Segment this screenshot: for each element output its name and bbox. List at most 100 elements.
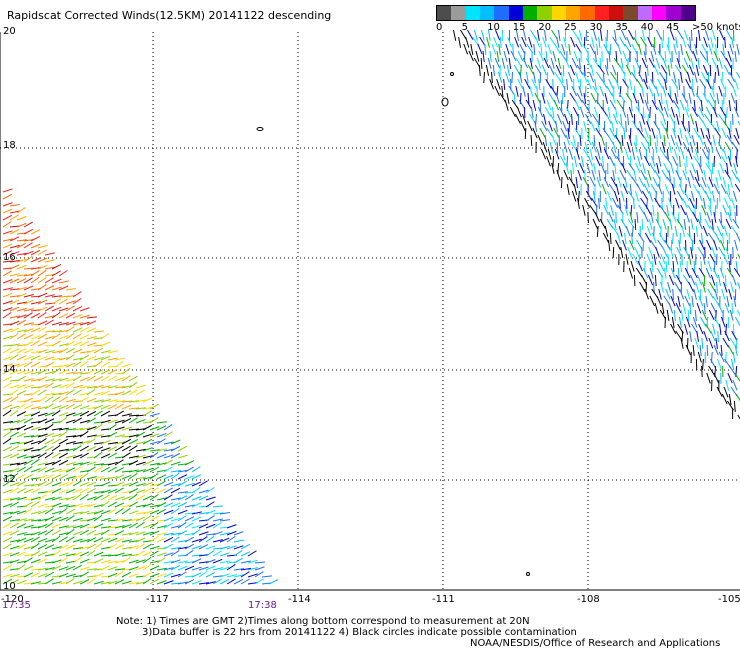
wind-barb: [149, 515, 159, 522]
wind-barb: [37, 452, 47, 459]
wind-barb: [577, 190, 580, 203]
wind-barb: [16, 411, 27, 417]
wind-barb: [212, 539, 223, 543]
wind-barb: [664, 50, 667, 62]
wind-barb: [79, 481, 90, 487]
wind-barb: [729, 309, 734, 321]
wind-barb: [128, 389, 138, 396]
wind-barb: [37, 412, 48, 417]
wind-barb: [687, 43, 694, 55]
wind-barb: [30, 559, 41, 564]
wind-barb: [100, 581, 111, 585]
wind-barb: [135, 384, 146, 389]
wind-barb: [628, 134, 633, 146]
wind-barb: [2, 497, 13, 501]
wind-barb: [219, 566, 230, 571]
wind-barb: [717, 141, 724, 152]
wind-barb: [44, 438, 55, 445]
wind-barb: [663, 162, 669, 174]
wind-barb: [72, 564, 82, 571]
wind-barb: [16, 307, 27, 312]
wind-barb: [72, 511, 83, 515]
wind-barb: [44, 277, 54, 284]
wind-barb: [198, 523, 209, 529]
wind-barb: [93, 446, 104, 452]
wind-barb: [713, 211, 717, 223]
wind-barb: [669, 218, 673, 230]
wind-barb: [735, 127, 740, 139]
wind-barb: [149, 426, 160, 431]
wind-barb: [2, 287, 13, 291]
wind-barb: [114, 419, 125, 424]
wind-barb: [629, 78, 633, 90]
wind-barb: [93, 357, 104, 361]
wind-barb: [163, 474, 174, 480]
wind-barb: [692, 344, 695, 356]
wind-barb: [682, 169, 688, 181]
wind-barb: [620, 190, 625, 202]
wind-barb: [121, 452, 131, 459]
wind-barb: [170, 546, 181, 550]
wind-barb: [9, 315, 20, 319]
wind-barb: [79, 558, 90, 564]
wind-barb: [93, 491, 104, 494]
wind-barb: [656, 162, 660, 174]
wind-barb: [698, 295, 704, 307]
wind-barb: [689, 330, 692, 342]
wind-barb: [675, 197, 680, 209]
wind-barb: [72, 580, 83, 585]
wind-barb: [675, 274, 682, 285]
wind-barb: [715, 337, 718, 349]
wind-barb: [635, 106, 643, 117]
wind-barb: [691, 162, 697, 174]
wind-barb: [503, 78, 506, 90]
wind-barb: [691, 295, 694, 307]
wind-barb: [58, 298, 68, 305]
wind-barb: [463, 43, 469, 55]
wind-barb: [557, 29, 561, 41]
legend-swatch: [666, 6, 681, 20]
wind-barb: [626, 36, 632, 48]
wind-barb: [698, 106, 705, 118]
wind-barb: [30, 378, 41, 382]
wind-barb: [86, 496, 97, 501]
wind-barb: [51, 444, 61, 452]
wind-barb: [716, 64, 720, 76]
wind-barb: [44, 273, 55, 277]
wind-barb: [9, 462, 20, 466]
wind-barb: [678, 316, 682, 328]
wind-barb: [705, 106, 712, 118]
wind-barb: [72, 361, 82, 368]
wind-barb: [30, 458, 40, 466]
wind-barb: [598, 141, 602, 153]
wind-barb: [661, 169, 668, 180]
wind-barb: [664, 239, 671, 250]
wind-barb: [688, 281, 694, 293]
wind-barb: [23, 355, 34, 361]
wind-barb: [142, 460, 153, 466]
wind-barb: [608, 50, 611, 62]
wind-barb: [23, 501, 33, 508]
wind-barb: [205, 487, 215, 494]
wind-barb: [711, 29, 716, 41]
wind-barb: [576, 64, 584, 75]
wind-barb: [51, 559, 62, 564]
wind-barb: [156, 525, 167, 529]
wind-barb: [725, 190, 732, 202]
wind-barb: [65, 326, 75, 333]
wind-barb: [590, 92, 597, 103]
wind-barb: [681, 225, 685, 237]
wind-barb: [575, 71, 580, 83]
wind-barb: [570, 141, 578, 152]
wind-barb: [100, 500, 110, 508]
wind-barb: [114, 518, 125, 522]
wind-barb: [191, 481, 202, 487]
wind-barb: [219, 519, 230, 522]
wind-barb: [631, 225, 634, 238]
wind-barb: [529, 113, 536, 124]
wind-barb: [72, 441, 83, 445]
wind-barb: [571, 85, 578, 97]
wind-barb: [149, 578, 159, 585]
wind-barb: [473, 29, 478, 41]
wind-barb: [452, 29, 457, 41]
